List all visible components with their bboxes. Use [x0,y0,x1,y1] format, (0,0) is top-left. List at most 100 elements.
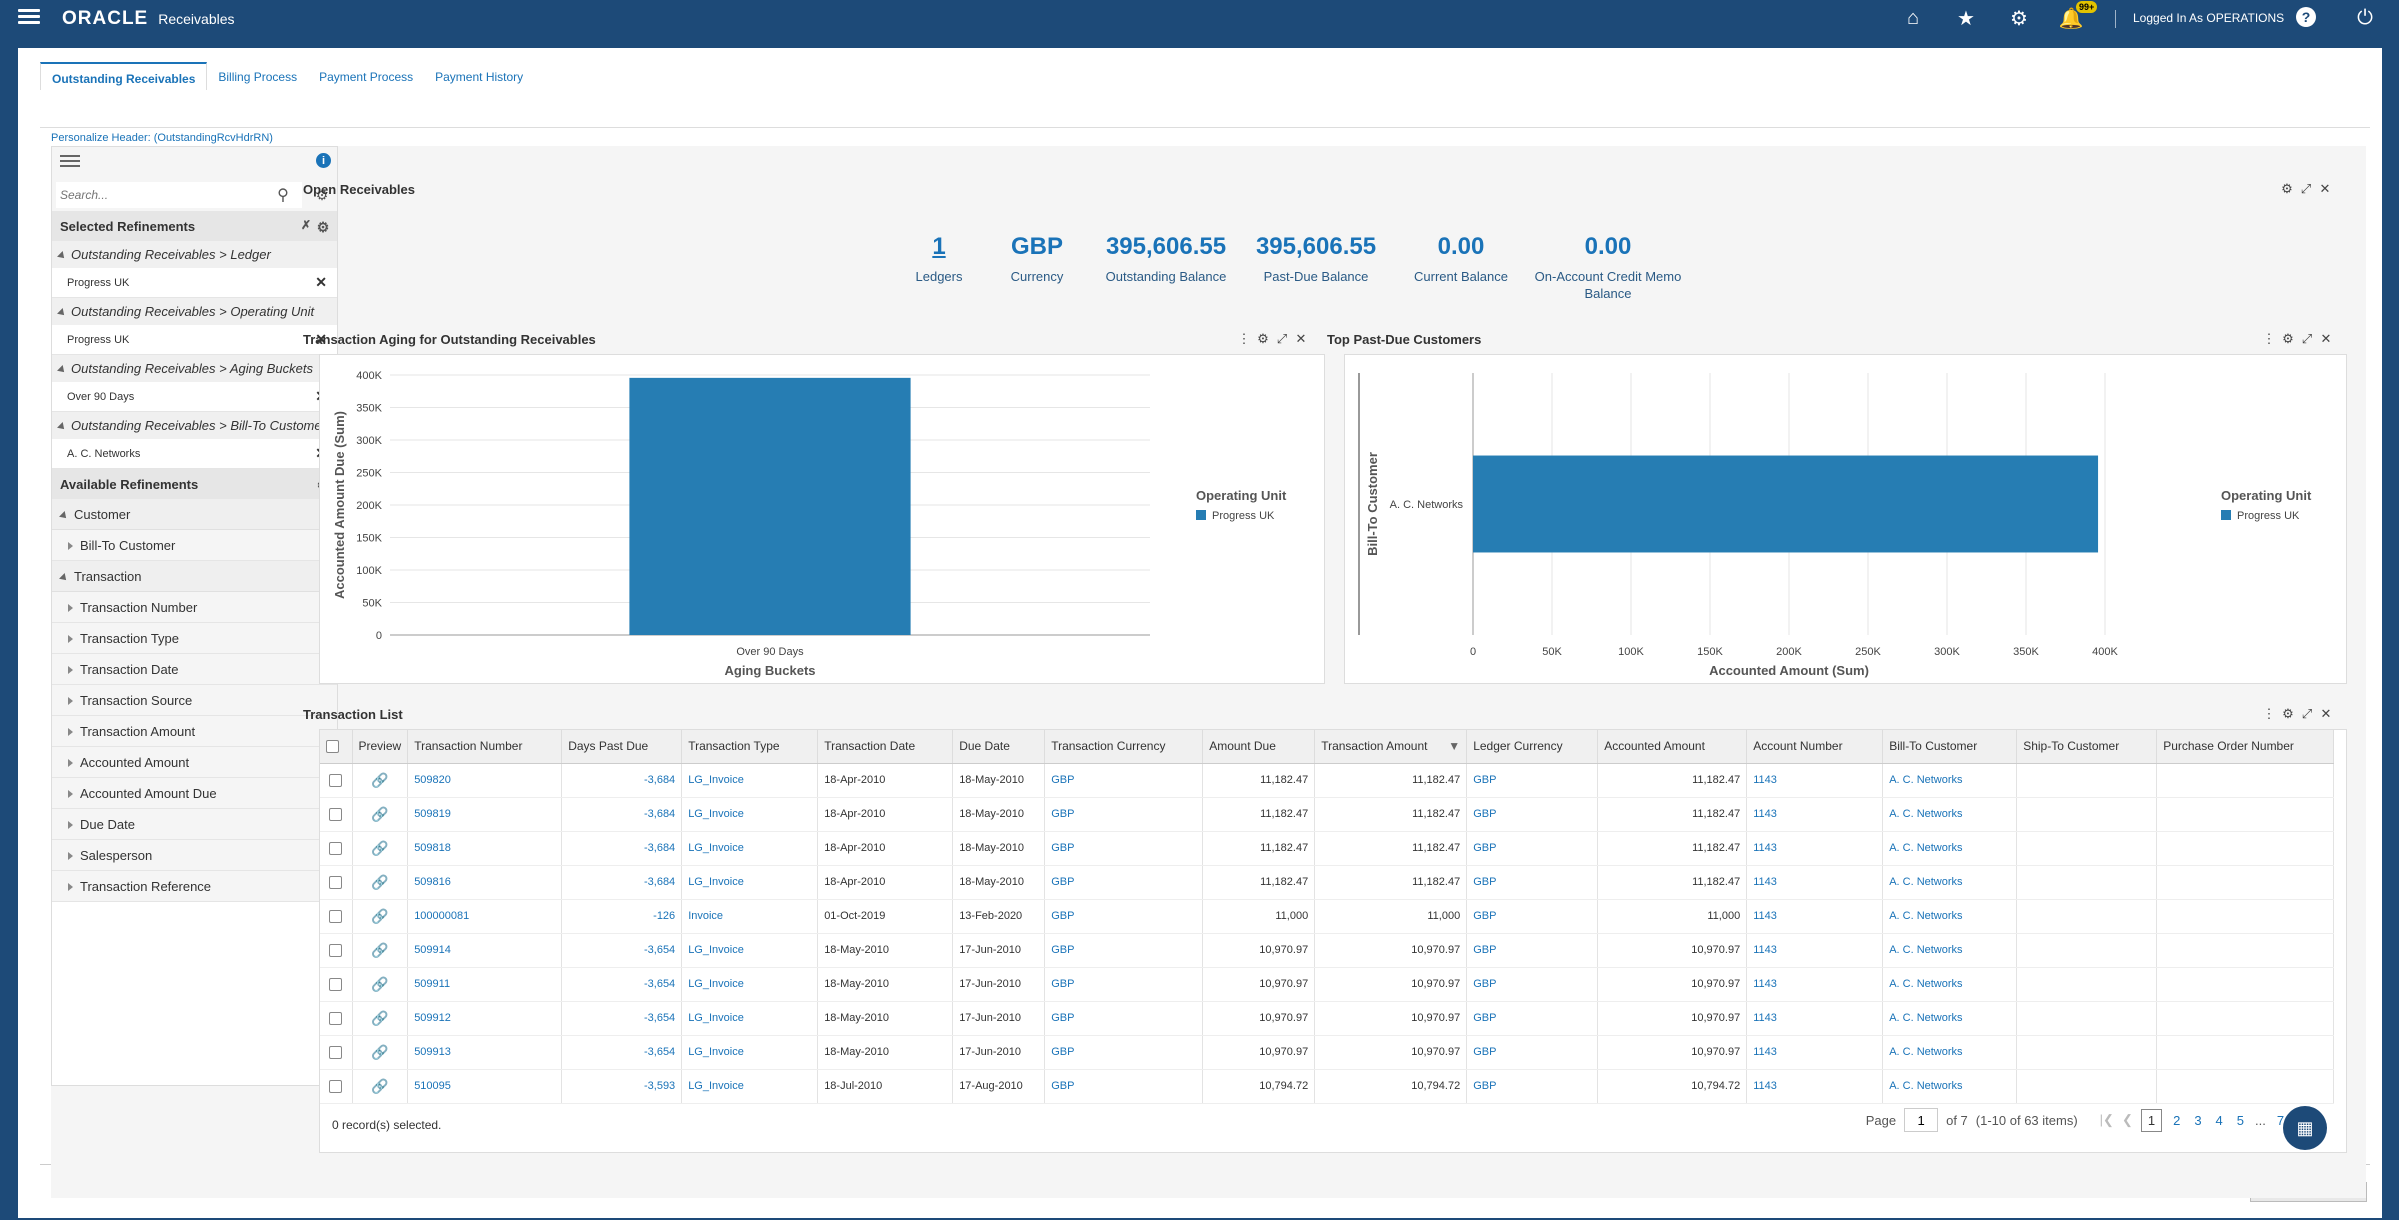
refinement-item[interactable]: Transaction Date [52,654,337,685]
preview-link-icon[interactable]: 🔗 [371,941,389,958]
cell-link[interactable]: GBP [1051,808,1075,820]
expand-icon[interactable] [68,759,73,767]
cell-link[interactable]: 509816 [414,876,451,888]
row-checkbox[interactable] [329,1079,343,1093]
notifications-bell-icon[interactable]: 🔔 [2058,7,2084,30]
preview-link-icon[interactable]: 🔗 [371,975,389,992]
refinement-item[interactable]: Transaction Number [52,592,337,623]
cell-link[interactable]: GBP [1473,1012,1497,1024]
column-header[interactable]: Ship-To Customer [2016,730,2158,764]
gear-icon[interactable]: ⚙ [2282,706,2294,721]
table-row[interactable]: 🔗 510095 -3,593 LG_Invoice 18-Jul-2010 17-Aug… [320,1069,2335,1104]
cell-link[interactable]: Invoice [688,910,724,922]
cell-link[interactable]: 509911 [414,978,451,990]
cell-link[interactable]: 1143 [1753,944,1777,956]
cell-link[interactable]: GBP [1473,842,1497,854]
category-customer[interactable]: Customer [52,499,337,530]
cell-link[interactable]: 1143 [1753,978,1777,990]
row-checkbox[interactable] [329,807,343,821]
preview-link-icon[interactable]: 🔗 [371,839,389,856]
refinement-item[interactable]: Transaction Source [52,685,337,716]
column-header[interactable]: Account Number [1746,730,1884,764]
column-header[interactable]: Transaction Date [817,730,954,764]
refinement-item[interactable]: Transaction Reference [52,871,337,902]
preview-link-icon[interactable]: 🔗 [371,1043,389,1060]
refinement-group-label[interactable]: Outstanding Receivables > Bill-To Custom… [52,412,337,439]
close-icon[interactable]: ✕ [1295,331,1307,346]
cell-link[interactable]: LG_Invoice [688,978,744,990]
cell-link[interactable]: 509819 [414,808,451,820]
cell-link[interactable]: LG_Invoice [688,774,744,786]
cell-link[interactable]: LG_Invoice [688,1012,744,1024]
more-options-icon[interactable]: ⋮ [2262,331,2276,346]
refinement-item[interactable]: Accounted Amount Due [52,778,337,809]
cell-link[interactable]: 509820 [414,774,451,786]
column-header[interactable]: Transaction Currency [1044,730,1204,764]
previous-page-icon[interactable]: ❮ [2121,1112,2133,1127]
refinement-item[interactable]: Bill-To Customer [52,530,337,561]
cell-link[interactable]: GBP [1051,978,1075,990]
table-row[interactable]: 🔗 509914 -3,654 LG_Invoice 18-May-2010 17-Jun… [320,933,2335,968]
column-header[interactable]: Due Date [952,730,1046,764]
expand-icon[interactable] [68,604,73,612]
table-row[interactable]: 🔗 509912 -3,654 LG_Invoice 18-May-2010 17-Jun… [320,1001,2335,1036]
settings-gear-icon[interactable]: ⚙ [2010,7,2028,30]
cell-link[interactable]: 1143 [1753,774,1777,786]
table-row[interactable]: 🔗 509820 -3,684 LG_Invoice 18-Apr-2010 18-May… [320,763,2335,798]
cell-link[interactable]: A. C. Networks [1889,842,1963,854]
cell-link[interactable]: -3,654 [643,1012,676,1024]
info-icon[interactable]: i [316,153,331,168]
cell-link[interactable]: GBP [1051,1080,1075,1092]
cell-link[interactable]: LG_Invoice [688,944,744,956]
table-row[interactable]: 🔗 509913 -3,654 LG_Invoice 18-May-2010 17-Jun… [320,1035,2335,1070]
expand-icon[interactable]: ⤢ [1276,331,1288,346]
collapse-icon[interactable] [57,365,67,375]
expand-icon[interactable]: ⤢ [2301,331,2313,346]
column-header[interactable]: Transaction Number [407,730,563,764]
cell-link[interactable]: GBP [1051,1046,1075,1058]
cell-link[interactable]: 1143 [1753,876,1777,888]
refinement-item[interactable]: Accounted Amount [52,747,337,778]
cell-link[interactable]: GBP [1473,808,1497,820]
row-checkbox[interactable] [329,841,343,855]
clear-all-filters-icon[interactable]: ✗ [300,218,311,232]
search-settings-icon[interactable]: ⚙ [315,186,329,203]
cell-link[interactable]: LG_Invoice [688,876,744,888]
gear-icon[interactable]: ⚙ [2282,331,2294,346]
expand-icon[interactable] [68,821,73,829]
cell-link[interactable]: LG_Invoice [688,1080,744,1092]
home-icon[interactable]: ⌂ [1906,6,1920,29]
refinement-item[interactable]: Salesperson [52,840,337,871]
cell-link[interactable]: 510095 [414,1080,451,1092]
cell-link[interactable]: GBP [1473,876,1497,888]
cell-link[interactable]: GBP [1051,842,1075,854]
page-link[interactable]: 7 [2276,1112,2285,1128]
cell-link[interactable]: -3,654 [643,1046,676,1058]
collapse-icon[interactable] [59,573,69,583]
cell-link[interactable]: GBP [1473,944,1497,956]
logged-in-user[interactable]: Logged In As OPERATIONS [2133,11,2285,25]
expand-icon[interactable] [68,697,73,705]
cell-link[interactable]: GBP [1051,910,1075,922]
cell-link[interactable]: 1143 [1753,1080,1777,1092]
preview-link-icon[interactable]: 🔗 [371,805,389,822]
preview-link-icon[interactable]: 🔗 [371,907,389,924]
cell-link[interactable]: A. C. Networks [1889,978,1963,990]
logout-power-icon[interactable]: ⏻ [2357,6,2373,29]
page-link[interactable]: 3 [2194,1112,2202,1128]
cell-link[interactable]: A. C. Networks [1889,944,1963,956]
cell-link[interactable]: GBP [1051,1012,1075,1024]
cell-link[interactable]: -3,684 [643,842,676,854]
column-header[interactable]: Days Past Due [561,730,683,764]
tab-billing-process[interactable]: Billing Process [218,70,298,84]
tab-payment-process[interactable]: Payment Process [319,70,414,84]
cell-link[interactable]: 1143 [1753,1046,1777,1058]
collapse-icon[interactable] [57,251,67,261]
cell-link[interactable]: 509818 [414,842,451,854]
expand-icon[interactable] [68,542,73,550]
column-header[interactable]: Ledger Currency [1466,730,1599,764]
favorites-star-icon[interactable]: ★ [1957,7,1975,30]
column-header[interactable]: Transaction Amount ▼ [1314,730,1468,764]
page-link-current[interactable]: 1 [2140,1108,2163,1132]
tab-payment-history[interactable]: Payment History [435,70,524,84]
